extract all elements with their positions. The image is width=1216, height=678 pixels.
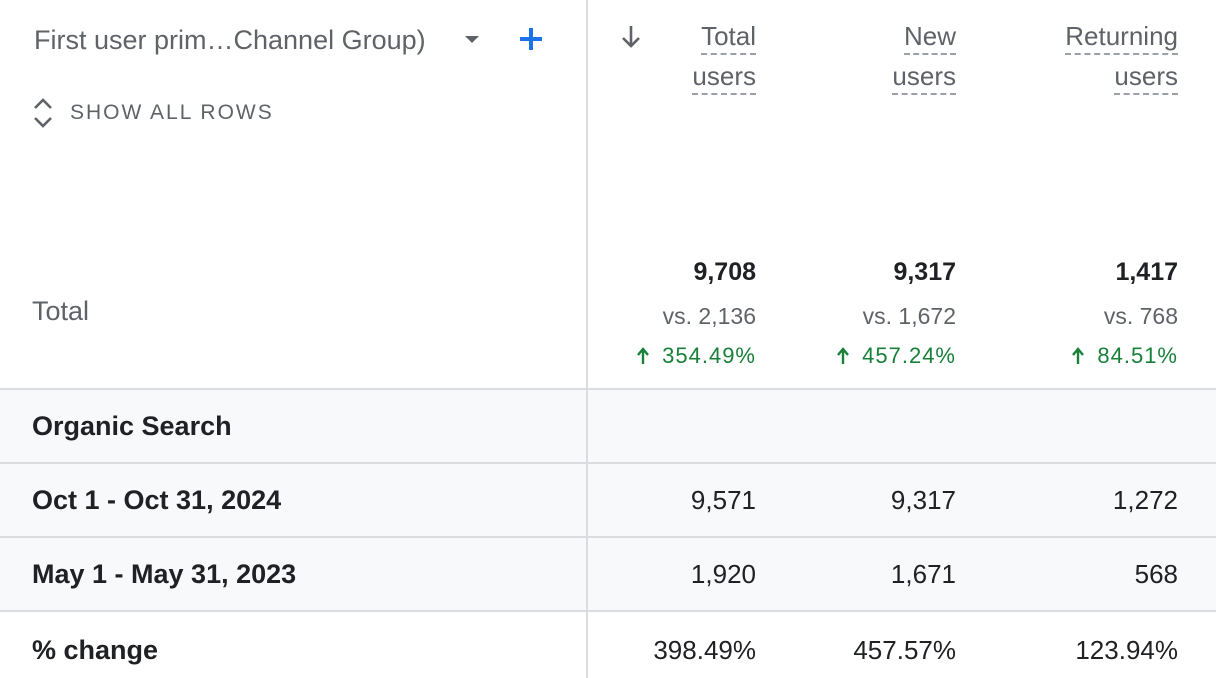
arrow-up-icon [637, 347, 650, 364]
compare-value: vs. 768 [1103, 303, 1178, 329]
row-cell: 457.57% [853, 635, 956, 665]
row-cell: 9,571 [690, 485, 756, 515]
change-percent: 457.24% [862, 343, 956, 368]
change-percent: 84.51% [1097, 343, 1178, 368]
compare-value: vs. 1,672 [862, 303, 956, 329]
row-label: % change [32, 635, 159, 665]
row-label: Organic Search [32, 411, 232, 441]
returning-users-summary: 1,417 vs. 768 84.51% [978, 258, 1178, 373]
row-label: Oct 1 - Oct 31, 2024 [32, 485, 282, 515]
row-cell: 568 [1134, 559, 1178, 589]
total-users-summary: 9,708 vs. 2,136 354.49% [556, 258, 756, 373]
total-value: 9,708 [693, 258, 756, 286]
change-value: 84.51% [978, 343, 1178, 373]
dimension-selector[interactable]: First user prim…Channel Group) [34, 22, 454, 58]
column-header-returning-users[interactable]: Returning users [1018, 16, 1178, 96]
caret-down-icon[interactable] [465, 36, 479, 43]
row-cell: 123.94% [1075, 635, 1178, 665]
total-value: 9,317 [893, 258, 956, 286]
column-divider [586, 0, 588, 678]
dimension-label: First user prim…Channel Group) [34, 24, 426, 55]
table-row[interactable]: Oct 1 - Oct 31, 2024 9,571 9,317 1,272 [0, 464, 1216, 538]
add-dimension-button[interactable] [514, 22, 548, 56]
column-header-line2: users [892, 61, 956, 95]
row-label: May 1 - May 31, 2023 [32, 559, 297, 589]
row-cell: 398.49% [653, 635, 756, 665]
new-users-summary: 9,317 vs. 1,672 457.24% [756, 258, 956, 373]
row-cell: 9,317 [890, 485, 956, 515]
row-cell: 1,920 [690, 559, 756, 589]
table-row-group[interactable]: Organic Search [0, 390, 1216, 464]
column-header-line2: users [692, 61, 756, 95]
arrow-up-icon [837, 347, 850, 364]
column-header-new-users[interactable]: New users [816, 16, 956, 96]
row-cell: 1,671 [890, 559, 956, 589]
column-header-line1: Total [701, 21, 756, 55]
arrow-down-icon[interactable] [620, 24, 642, 50]
change-value: 354.49% [556, 343, 756, 373]
total-value: 1,417 [1115, 258, 1178, 286]
change-value: 457.24% [756, 343, 956, 373]
arrow-up-icon [1072, 347, 1085, 364]
column-header-line2: users [1114, 61, 1178, 95]
unfold-icon [34, 98, 52, 128]
show-all-rows-button[interactable]: SHOW ALL ROWS [32, 96, 274, 130]
change-percent: 354.49% [662, 343, 756, 368]
table-row[interactable]: May 1 - May 31, 2023 1,920 1,671 568 [0, 538, 1216, 612]
column-header-line1: New [903, 21, 956, 55]
show-all-rows-label: SHOW ALL ROWS [70, 101, 274, 124]
column-header-total-users[interactable]: Total users [616, 16, 756, 96]
total-label: Total [32, 296, 90, 326]
column-header-line1: Returning [1065, 21, 1178, 55]
table-row-change[interactable]: % change 398.49% 457.57% 123.94% [0, 612, 1216, 678]
table-header: First user prim…Channel Group) SHOW ALL … [0, 16, 1216, 390]
compare-value: vs. 2,136 [662, 303, 756, 329]
row-cell: 1,272 [1112, 485, 1178, 515]
